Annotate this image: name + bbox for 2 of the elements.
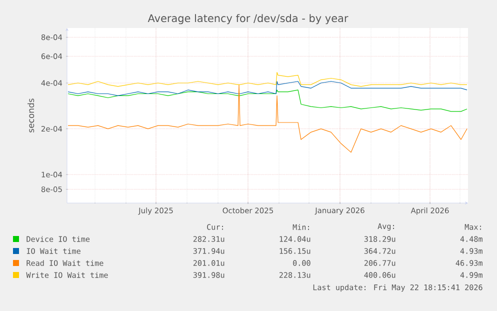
y-axis-title: seconds bbox=[28, 98, 34, 132]
chart-title: Average latency for /dev/sda - by year bbox=[148, 14, 348, 24]
